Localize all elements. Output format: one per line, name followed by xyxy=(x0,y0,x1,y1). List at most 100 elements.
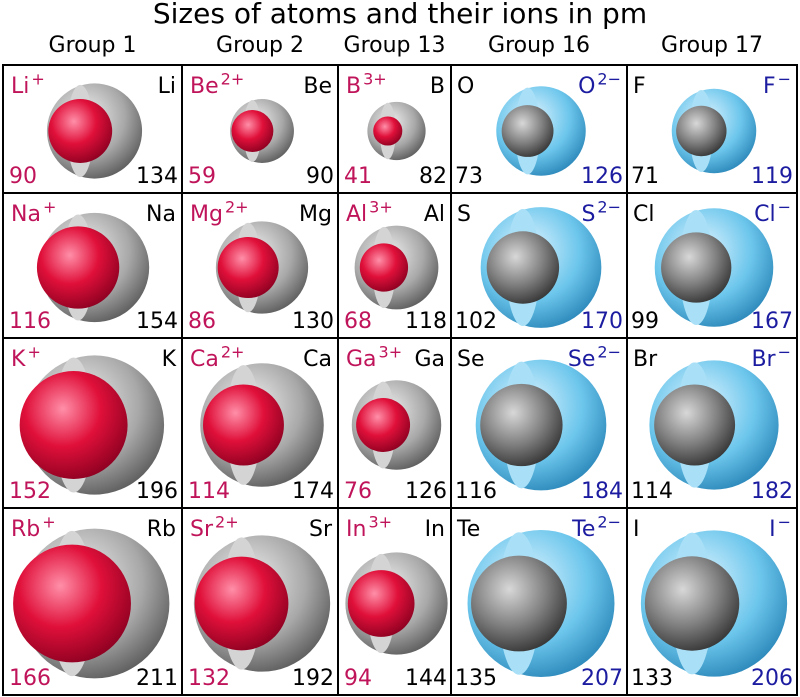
ion-symbol: I xyxy=(769,517,776,542)
cell-border xyxy=(626,507,798,696)
group-header: Group 1 xyxy=(49,33,137,58)
cation-sphere xyxy=(356,398,411,452)
cation-sphere xyxy=(359,243,409,292)
ion-radius: 182 xyxy=(751,479,793,504)
atom-radius: 211 xyxy=(136,666,178,691)
ion-symbol: Li xyxy=(11,74,29,99)
ion-symbol: Al xyxy=(346,202,367,227)
ion-symbol: Ga xyxy=(346,347,377,372)
atom-symbol: Sr xyxy=(309,517,333,542)
atom-symbol: Na xyxy=(146,202,176,227)
atom-radius: 135 xyxy=(455,666,497,691)
group-header: Group 16 xyxy=(488,33,590,58)
ion-symbol: B xyxy=(346,74,361,99)
ion-charge: 2+ xyxy=(221,70,245,89)
ion-symbol: S xyxy=(581,202,595,227)
atom-radius: 99 xyxy=(631,309,659,334)
ion-symbol: Be xyxy=(190,74,219,99)
atom-radius: 154 xyxy=(136,309,178,334)
atom-symbol: Li xyxy=(158,74,176,99)
atom-symbol: F xyxy=(633,74,646,99)
ion-symbol: F xyxy=(763,74,776,99)
ion-symbol: Na xyxy=(11,202,41,227)
ion-radius: 170 xyxy=(581,309,623,334)
atom-symbol: Te xyxy=(456,517,480,542)
ion-charge: 2− xyxy=(597,198,621,217)
ion-radius: 119 xyxy=(751,164,793,189)
ion-symbol: Se xyxy=(568,347,596,372)
ion-charge: 2+ xyxy=(215,513,239,532)
atom-sphere xyxy=(661,232,732,303)
ion-charge: − xyxy=(778,198,791,217)
ion-radius: 114 xyxy=(188,479,230,504)
ion-symbol: Br xyxy=(751,347,776,372)
group-header: Group 2 xyxy=(216,33,304,58)
atom-symbol: O xyxy=(457,74,474,99)
atom-radius: 126 xyxy=(405,479,447,504)
ion-radius: 152 xyxy=(9,479,51,504)
atom-radius: 116 xyxy=(455,479,497,504)
atom-radius: 73 xyxy=(455,164,483,189)
ion-radius: 126 xyxy=(581,164,623,189)
ion-charge: + xyxy=(43,198,56,217)
ion-radius: 206 xyxy=(751,666,793,691)
atom-sphere xyxy=(654,384,736,466)
ion-charge: 2− xyxy=(597,513,621,532)
atom-sphere xyxy=(501,105,554,157)
atom-radius: 133 xyxy=(631,666,673,691)
cation-sphere xyxy=(13,544,131,663)
ion-charge: − xyxy=(778,513,791,532)
atom-radius: 192 xyxy=(292,666,334,691)
group-header: Group 13 xyxy=(344,33,446,58)
ion-symbol: K xyxy=(11,347,26,372)
ion-radius: 86 xyxy=(188,309,216,334)
cation-sphere xyxy=(19,371,128,479)
cation-sphere xyxy=(202,384,284,466)
ion-symbol: In xyxy=(346,517,366,542)
ion-charge: + xyxy=(31,70,44,89)
ion-charge: 3+ xyxy=(363,70,387,89)
ion-radius: 132 xyxy=(188,666,230,691)
ion-charge: − xyxy=(778,70,791,89)
atom-radius: 90 xyxy=(306,164,334,189)
title: Sizes of atoms and their ions in pm xyxy=(153,0,647,30)
atom-symbol: Ga xyxy=(414,347,445,372)
ion-symbol: Sr xyxy=(190,517,214,542)
atom-symbol: Cl xyxy=(633,202,654,227)
atom-symbol: Mg xyxy=(299,202,332,227)
atom-symbol: Be xyxy=(303,74,332,99)
ion-symbol: O xyxy=(578,74,595,99)
atom-symbol: S xyxy=(457,202,471,227)
ion-charge: 2+ xyxy=(221,343,245,362)
atom-symbol: Ca xyxy=(303,347,332,372)
atom-sphere xyxy=(676,105,727,157)
atom-radius: 118 xyxy=(405,309,447,334)
ion-radius: 59 xyxy=(188,164,216,189)
ion-charge: 2− xyxy=(597,343,621,362)
group-header: Group 17 xyxy=(661,33,763,58)
atom-symbol: I xyxy=(633,517,640,542)
atom-symbol: K xyxy=(162,347,177,372)
cation-sphere xyxy=(347,570,415,637)
atom-radius: 134 xyxy=(136,164,178,189)
ion-symbol: Cl xyxy=(754,202,775,227)
cation-sphere xyxy=(231,110,274,152)
cation-sphere xyxy=(217,236,279,299)
ion-charge: − xyxy=(778,343,791,362)
ion-symbol: Ca xyxy=(190,347,219,372)
ion-radius: 207 xyxy=(581,666,623,691)
ion-charge: 3+ xyxy=(379,343,403,362)
ion-symbol: Te xyxy=(571,517,595,542)
ion-charge: 3+ xyxy=(368,513,392,532)
ion-radius: 184 xyxy=(581,479,623,504)
atom-radius: 196 xyxy=(136,479,178,504)
cation-sphere xyxy=(373,116,403,146)
ion-radius: 94 xyxy=(344,666,372,691)
ion-charge: 2+ xyxy=(225,198,249,217)
atom-radius: 71 xyxy=(631,164,659,189)
ion-charge: 3+ xyxy=(369,198,393,217)
atom-sphere xyxy=(471,555,567,652)
ion-charge: + xyxy=(42,513,55,532)
ion-radius: 41 xyxy=(344,164,372,189)
ion-radius: 90 xyxy=(9,164,37,189)
